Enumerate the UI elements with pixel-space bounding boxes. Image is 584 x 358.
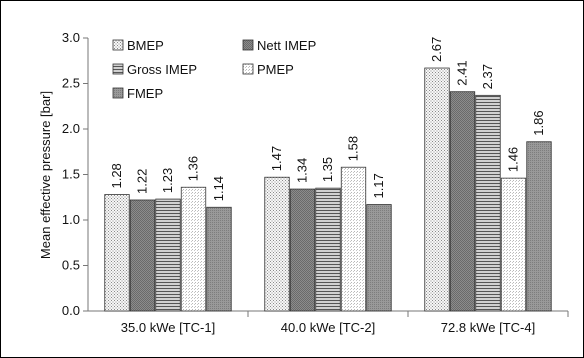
bar-fmep	[526, 141, 552, 312]
data-label: 1.14	[211, 176, 226, 201]
legend-swatch	[242, 39, 254, 51]
data-label: 2.37	[480, 64, 495, 89]
data-label: 1.34	[295, 158, 310, 183]
bar-pmep	[500, 177, 527, 312]
y-tick-label: 1.5	[62, 167, 80, 182]
legend-swatch	[112, 39, 124, 51]
data-label: 1.28	[109, 163, 124, 188]
bar-pmep	[340, 166, 367, 312]
data-label: 1.58	[346, 136, 361, 161]
bar-bmep	[264, 176, 290, 312]
y-tick-label: 2.5	[62, 76, 80, 91]
x-category-label: 35.0 kWe [TC-1]	[121, 320, 215, 335]
data-label: 1.22	[135, 169, 150, 194]
data-label: 1.86	[531, 110, 546, 135]
bar-gross-imep	[315, 187, 341, 312]
bar-nett-imep	[129, 199, 156, 312]
bar-gross-imep	[155, 198, 181, 312]
data-label: 1.35	[320, 157, 335, 182]
data-label: 1.36	[186, 156, 201, 181]
legend-label: FMEP	[127, 86, 163, 101]
y-tick-label: 1.0	[62, 212, 80, 227]
bar-fmep	[366, 204, 392, 312]
data-label: 1.23	[160, 168, 175, 193]
legend-swatch	[112, 63, 124, 75]
y-tick-label: 2.0	[62, 121, 80, 136]
bar-pmep	[180, 186, 207, 312]
legend-label: Gross IMEP	[127, 62, 197, 77]
bar-gross-imep	[475, 94, 501, 312]
y-axis-title: Mean effective pressure [bar]	[38, 91, 53, 259]
legend-swatch	[112, 87, 124, 99]
y-tick-label: 0.0	[62, 303, 80, 318]
data-label: 1.47	[269, 146, 284, 171]
bar-bmep	[424, 67, 450, 312]
data-label: 2.41	[455, 60, 470, 85]
y-tick-label: 3.0	[62, 30, 80, 45]
legend-swatch	[242, 63, 254, 75]
y-tick-label: 0.5	[62, 258, 80, 273]
legend-label: Nett IMEP	[257, 38, 316, 53]
bar-nett-imep	[449, 91, 476, 312]
data-label: 1.17	[371, 173, 386, 198]
data-label: 1.46	[506, 147, 521, 172]
legend-label: BMEP	[127, 38, 164, 53]
bar-fmep	[206, 206, 232, 312]
data-label: 2.67	[429, 37, 444, 62]
bar-nett-imep	[289, 188, 316, 312]
x-category-label: 72.8 kWe [TC-4]	[441, 320, 535, 335]
x-category-label: 40.0 kWe [TC-2]	[281, 320, 375, 335]
legend-label: PMEP	[257, 62, 294, 77]
bar-bmep	[104, 194, 130, 312]
